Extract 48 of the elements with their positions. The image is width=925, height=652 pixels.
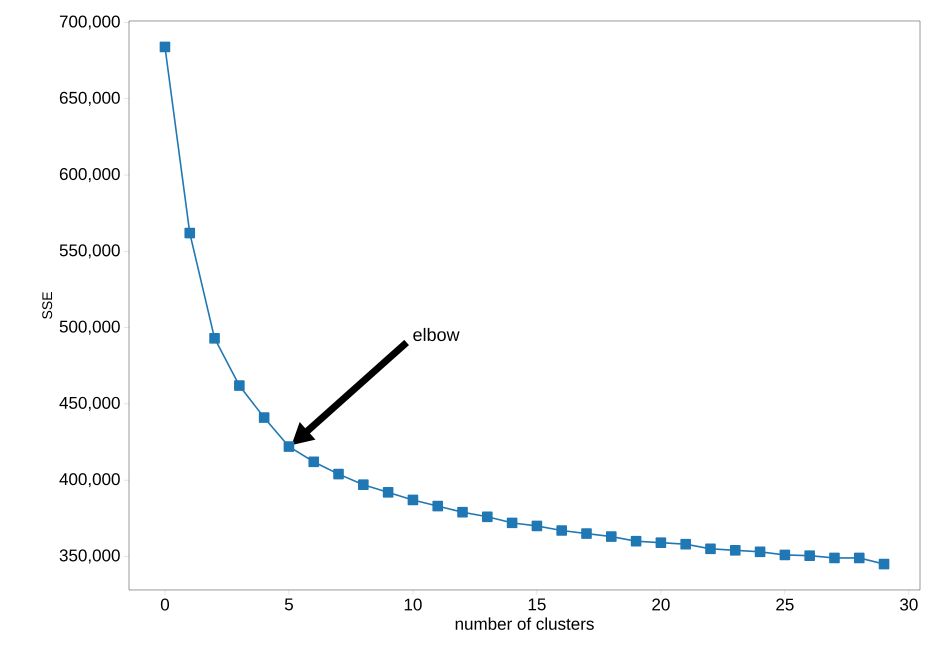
point xyxy=(754,546,766,558)
x-tick-label: 10 xyxy=(404,598,422,611)
y-tick-label: 600,000 xyxy=(60,168,120,182)
point xyxy=(829,552,840,564)
point xyxy=(382,487,394,498)
y-tick-label: 450,000 xyxy=(59,396,120,411)
point xyxy=(780,550,790,560)
point xyxy=(408,494,418,506)
point xyxy=(804,550,815,561)
point xyxy=(705,543,716,554)
point xyxy=(656,537,666,548)
x-tick-label: 15 xyxy=(528,598,546,610)
y-tick-label: 500,000 xyxy=(60,320,120,335)
y-tick-label: 700,000 xyxy=(60,15,120,30)
y-tick-label: 550,000 xyxy=(60,244,120,258)
x-axis-title: number of clusters xyxy=(456,617,594,630)
point xyxy=(878,558,890,570)
point xyxy=(209,332,220,344)
x-tick-label: 20 xyxy=(652,598,670,611)
point xyxy=(432,500,444,512)
point xyxy=(630,536,642,546)
point xyxy=(358,479,369,490)
point xyxy=(680,538,691,550)
point xyxy=(581,528,592,539)
point xyxy=(606,531,617,542)
point xyxy=(506,518,518,528)
y-tick-label: 650,000 xyxy=(60,92,120,106)
x-tick-label: 25 xyxy=(776,598,794,611)
point xyxy=(482,511,493,522)
point xyxy=(457,506,468,518)
point xyxy=(258,412,270,423)
y-tick-label: 350,000 xyxy=(60,549,120,564)
point xyxy=(184,228,196,238)
point xyxy=(160,42,170,52)
annotation: elbow xyxy=(413,328,460,342)
x-tick-label: 5 xyxy=(284,598,293,610)
point xyxy=(556,525,567,536)
point xyxy=(854,552,865,564)
x-tick-label: 0 xyxy=(160,598,170,611)
point xyxy=(308,456,320,468)
point xyxy=(333,468,344,480)
point xyxy=(284,441,294,452)
x-tick-label: 30 xyxy=(900,598,918,611)
y-tick-label: 400,000 xyxy=(59,473,120,488)
point xyxy=(730,545,741,556)
point xyxy=(532,520,542,532)
y-axis-title: SSE xyxy=(42,292,52,319)
point xyxy=(234,380,245,391)
